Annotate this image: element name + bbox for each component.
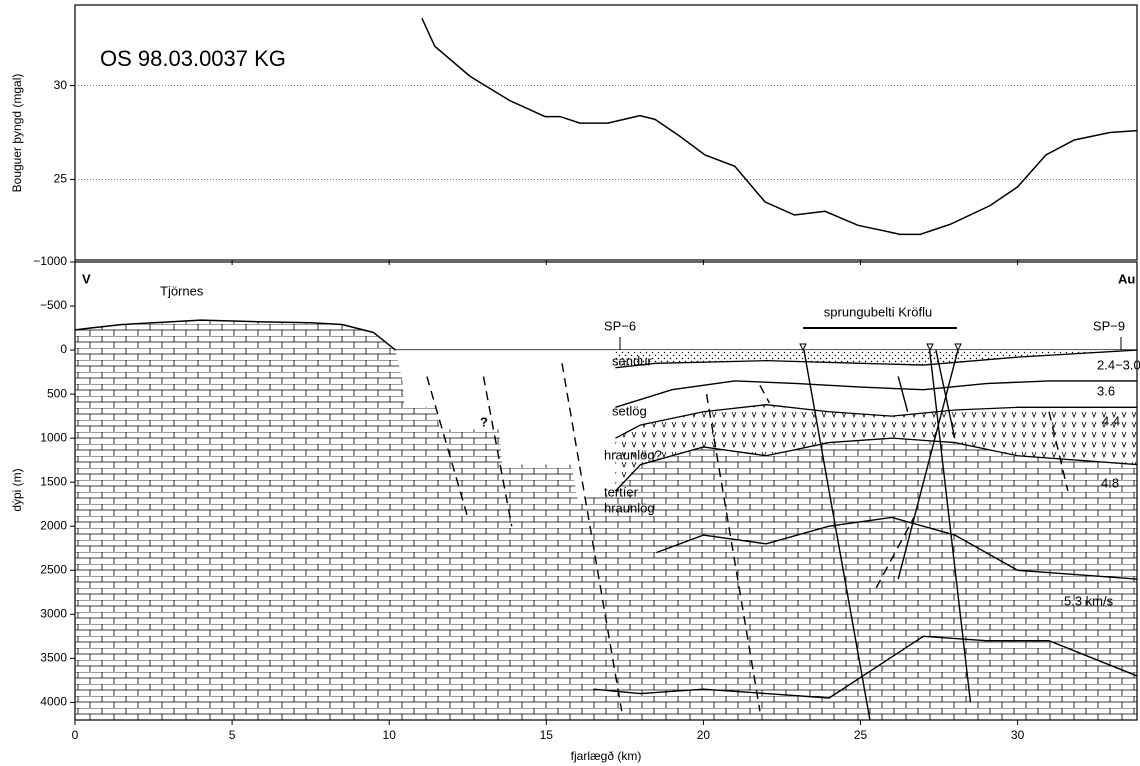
annotation: hraunlög: [604, 500, 655, 515]
gravity-line: [422, 18, 1137, 234]
y-tick-label: 25: [54, 172, 68, 186]
x-axis-label: fjarlægð (km): [571, 749, 642, 763]
y-tick-label: −1000: [33, 254, 67, 268]
x-tick-label: 20: [697, 728, 711, 742]
y-tick-label: 2500: [40, 562, 67, 576]
annotation: sprungubelti Kröflu: [824, 304, 932, 319]
y-axis-label: dýpi (m): [10, 468, 24, 511]
annotation: tertíer: [604, 484, 639, 499]
station: [800, 344, 806, 350]
plot-frame: [75, 5, 1137, 260]
station: [955, 344, 961, 350]
y-tick-label: 3500: [40, 651, 67, 665]
x-tick-label: 10: [383, 728, 397, 742]
annotation: 3.6: [1097, 383, 1115, 398]
y-tick-label: 4000: [40, 695, 67, 709]
y-tick-label: 2000: [40, 518, 67, 532]
x-tick-label: 25: [854, 728, 868, 742]
y-tick-label: −500: [40, 298, 67, 312]
annotation: hraunlög?: [604, 447, 662, 462]
annotation: 5.3 km/s: [1064, 593, 1114, 608]
y-tick-label: 1500: [40, 474, 67, 488]
x-tick-label: 0: [72, 728, 79, 742]
figure: OS 98.03.0037 KG Bouguer þyngd (mgal) dý…: [0, 0, 1140, 766]
annotation: setlög: [612, 403, 647, 418]
y-tick-label: 30: [54, 78, 68, 92]
annotation: Tjörnes: [160, 283, 204, 298]
x-tick-label: 15: [540, 728, 554, 742]
annotation: sandur: [612, 353, 652, 368]
annotation: SP−9: [1093, 318, 1125, 333]
annotation: ?: [480, 414, 488, 429]
x-tick-label: 30: [1011, 728, 1025, 742]
annotation: 2.4−3.0: [1097, 357, 1140, 372]
annotation: 4.4: [1102, 413, 1120, 428]
x-tick-label: 5: [229, 728, 236, 742]
annotation: Au: [1118, 271, 1135, 286]
station: [927, 344, 933, 350]
y-axis-label: Bouguer þyngd (mgal): [10, 74, 24, 193]
y-tick-label: 500: [47, 386, 67, 400]
chart-title: OS 98.03.0037 KG: [100, 46, 286, 71]
annotation: 4.8: [1101, 475, 1119, 490]
y-tick-label: 3000: [40, 606, 67, 620]
y-tick-label: 0: [60, 342, 67, 356]
y-tick-label: 1000: [40, 430, 67, 444]
annotation: V: [82, 271, 91, 286]
annotation: SP−6: [604, 318, 636, 333]
